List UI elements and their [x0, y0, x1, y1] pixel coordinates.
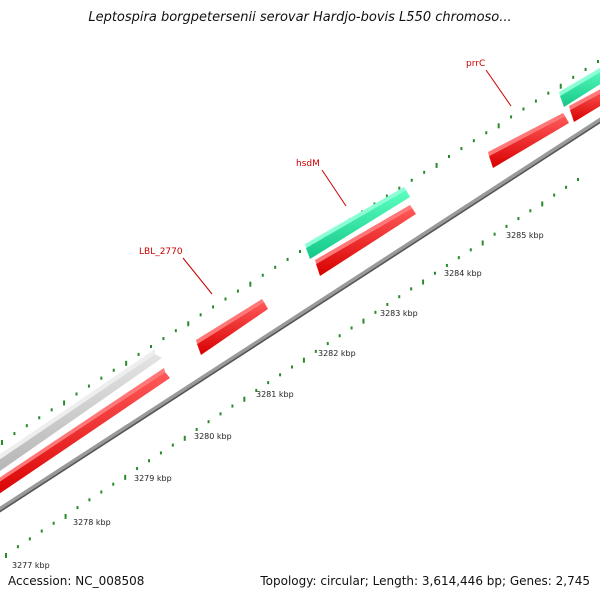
scale-label-3280: 3280 kbp	[194, 432, 232, 441]
scale-tick-marks	[5, 178, 579, 558]
gene-feature-gray[interactable]	[0, 349, 162, 478]
gene-feature-green-edge[interactable]	[559, 62, 600, 107]
gene-label-prrc[interactable]: prrC	[466, 59, 485, 69]
scale-label-3281: 3281 kbp	[256, 390, 294, 399]
scale-label-3279: 3279 kbp	[134, 474, 172, 483]
gene-label-leaders	[182, 69, 512, 295]
scale-label-3285: 3285 kbp	[506, 231, 544, 240]
backbone	[0, 117, 600, 513]
gene-hsdm-reverse[interactable]	[315, 205, 416, 276]
map-title: Leptospira borgpetersenii serovar Hardjo…	[88, 10, 512, 25]
gene-label-hsdm[interactable]: hsdM	[296, 159, 320, 169]
accession-text: Accession: NC_008508	[8, 574, 145, 588]
gene-feature-red[interactable]	[0, 368, 170, 500]
outer-tick-marks	[1, 60, 599, 445]
scale-label-3278: 3278 kbp	[73, 518, 111, 527]
gene-prrc[interactable]	[488, 113, 569, 168]
scale-label-3277: 3277 kbp	[12, 561, 50, 570]
gene-hsdm[interactable]	[305, 187, 410, 259]
topology-text: Topology: circular; Length: 3,614,446 bp…	[260, 574, 590, 588]
scale-label-3283: 3283 kbp	[380, 309, 418, 318]
gene-feature-red-edge[interactable]	[569, 84, 600, 122]
scale-label-3282: 3282 kbp	[318, 349, 356, 358]
gene-lbl-2770[interactable]	[196, 299, 268, 355]
scale-label-3284: 3284 kbp	[444, 269, 482, 278]
gene-label-lbl-2770[interactable]: LBL_2770	[139, 247, 183, 257]
